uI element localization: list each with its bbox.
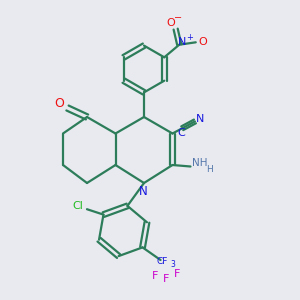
Text: F: F	[163, 274, 170, 284]
Text: O: O	[166, 17, 175, 28]
Text: +: +	[186, 33, 193, 42]
Text: O: O	[54, 97, 64, 110]
Text: C: C	[177, 128, 184, 138]
Text: NH: NH	[192, 158, 207, 168]
Text: N: N	[178, 37, 186, 47]
Text: Cl: Cl	[73, 201, 83, 211]
Text: F: F	[174, 269, 180, 279]
Text: CF: CF	[156, 257, 168, 266]
Text: N: N	[196, 114, 205, 124]
Text: H: H	[206, 165, 213, 174]
Text: N: N	[139, 185, 148, 198]
Text: O: O	[198, 37, 207, 47]
Text: −: −	[174, 13, 182, 23]
Text: 3: 3	[171, 260, 176, 269]
Text: F: F	[152, 271, 158, 281]
